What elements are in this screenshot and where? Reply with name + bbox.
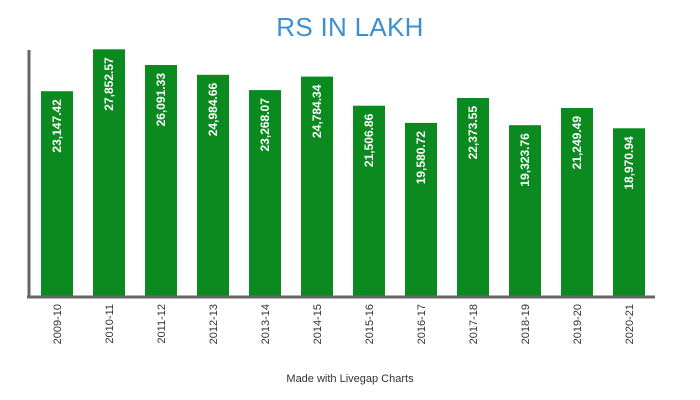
chart-credit: Made with Livegap Charts xyxy=(286,373,414,385)
data-label-2009-10: 23,147.42 xyxy=(50,99,64,153)
data-label-2018-19: 19,323.76 xyxy=(518,133,532,187)
x-tick-label-2014-15: 2014-15 xyxy=(312,304,324,344)
bar-2019-20 xyxy=(561,108,593,297)
data-label-2012-13: 24,984.66 xyxy=(206,82,220,136)
x-tick-label-2019-20: 2019-20 xyxy=(572,304,584,344)
data-label-2015-16: 21,506.86 xyxy=(362,113,376,167)
x-tick-label-2016-17: 2016-17 xyxy=(416,304,428,344)
data-label-2016-17: 19,580.72 xyxy=(414,131,428,185)
data-label-2019-20: 21,249.49 xyxy=(570,116,584,170)
x-tick-label-2015-16: 2015-16 xyxy=(364,304,376,344)
bar-2013-14 xyxy=(249,90,281,297)
bar-2009-10 xyxy=(41,91,73,297)
bars-group xyxy=(41,49,645,298)
x-tick-label-2012-13: 2012-13 xyxy=(208,304,220,344)
chart-title: RS IN LAKH xyxy=(276,12,424,42)
bar-2020-21 xyxy=(613,128,645,297)
x-tick-labels-group: 2009-10 2010-11 2011-12 2012-13 2013-14 2014-… xyxy=(52,304,636,344)
bar-2012-13 xyxy=(197,74,229,297)
bar-2014-15 xyxy=(301,76,333,297)
bar-2017-18 xyxy=(457,98,489,297)
data-label-2014-15: 24,784.34 xyxy=(310,84,324,138)
data-label-2020-21: 18,970.94 xyxy=(622,136,636,190)
x-tick-label-2017-18: 2017-18 xyxy=(468,304,480,344)
data-label-2011-12: 26,091.33 xyxy=(154,73,168,127)
bar-2010-11 xyxy=(93,49,125,297)
bar-2018-19 xyxy=(509,125,541,297)
data-label-2017-18: 22,373.55 xyxy=(466,106,480,160)
x-tick-label-2013-14: 2013-14 xyxy=(260,304,272,344)
x-tick-label-2018-19: 2018-19 xyxy=(520,304,532,344)
data-label-2010-11: 27,852.57 xyxy=(102,57,116,111)
x-tick-label-2009-10: 2009-10 xyxy=(52,304,64,344)
x-tick-label-2011-12: 2011-12 xyxy=(156,304,168,344)
data-label-2013-14: 23,268.07 xyxy=(258,98,272,152)
bar-2016-17 xyxy=(405,122,437,298)
bar-2011-12 xyxy=(145,65,177,297)
x-tick-label-2020-21: 2020-21 xyxy=(624,304,636,344)
bar-2015-16 xyxy=(353,105,385,297)
data-labels-group: 23,147.42 27,852.57 26,091.33 24,984.66 23,2… xyxy=(50,57,636,190)
x-tick-label-2010-11: 2010-11 xyxy=(104,304,116,344)
